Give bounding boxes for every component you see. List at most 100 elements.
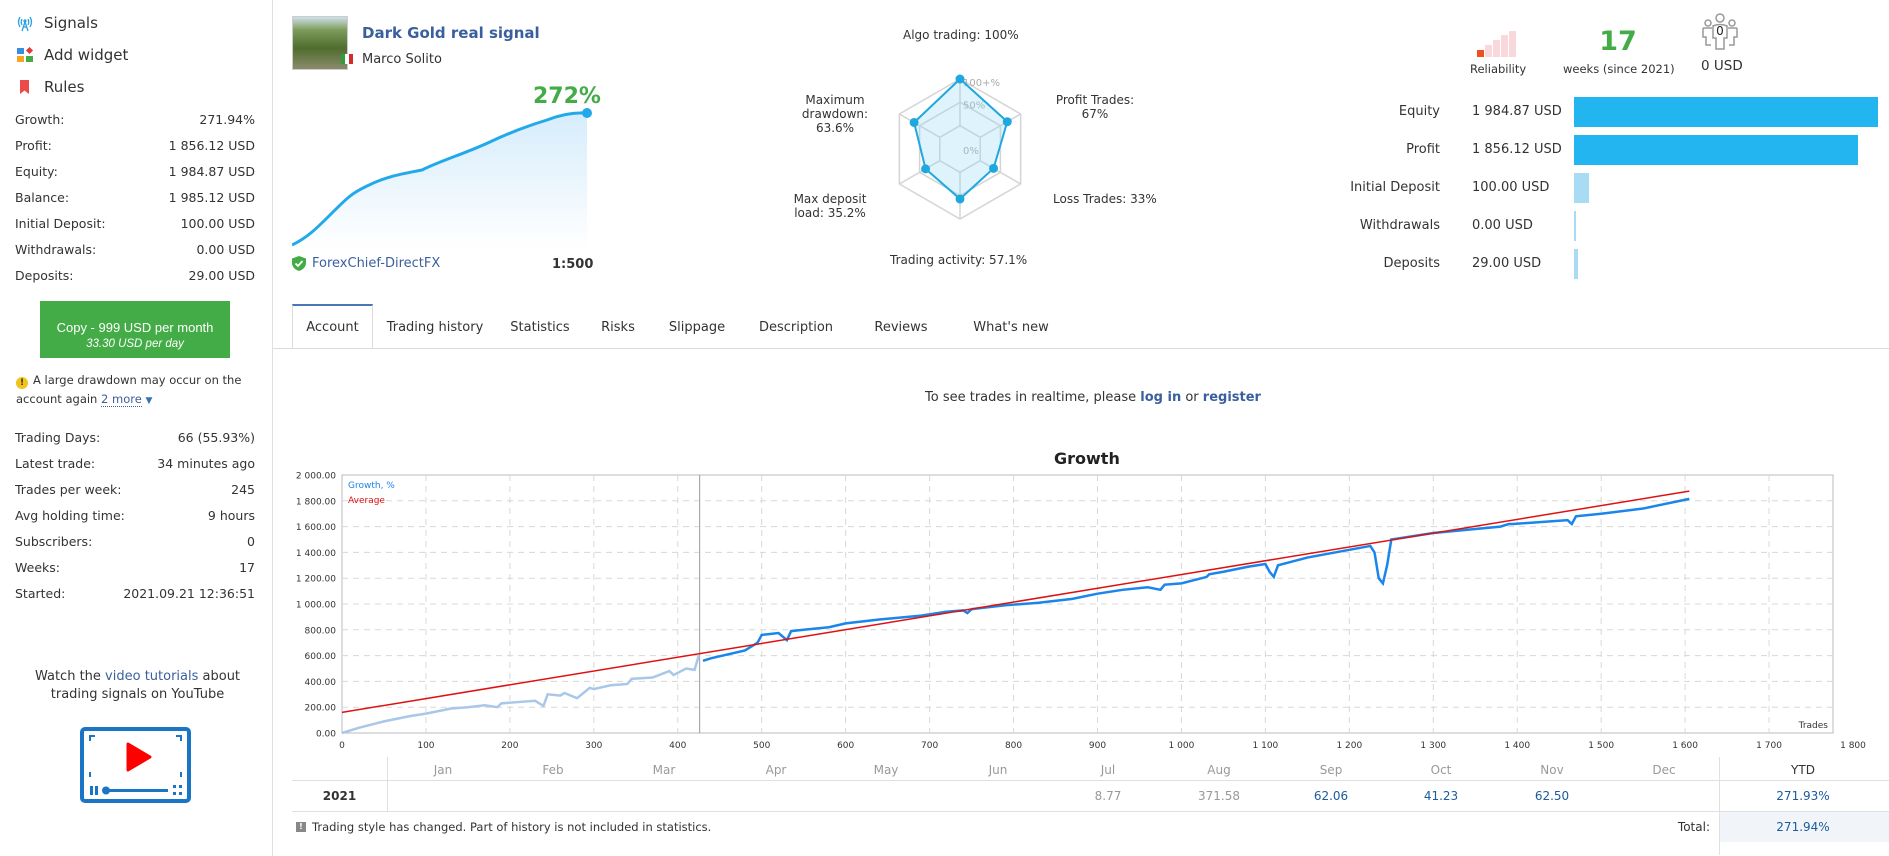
month-value: 62.50 xyxy=(1534,789,1570,803)
month-value: 62.06 xyxy=(1313,789,1349,803)
copy-price-monthly: Copy - 999 USD per month xyxy=(56,320,214,335)
author-avatar[interactable] xyxy=(292,16,348,70)
tab-trading-history[interactable]: Trading history xyxy=(386,320,484,335)
more-warnings-link[interactable]: 2 more xyxy=(101,392,142,407)
nav-label: Add widget xyxy=(44,46,129,64)
radar-spoke xyxy=(979,113,1021,138)
bar-fill xyxy=(1574,249,1579,279)
history-note: ! Trading style has changed. Part of his… xyxy=(296,820,711,834)
y-tick-label: 400.00 xyxy=(305,678,337,688)
radar-label-deposit-line2: load: 35.2% xyxy=(794,206,866,220)
y-tick-label: 1 200.00 xyxy=(296,575,336,585)
x-tick-label: 200 xyxy=(501,741,518,751)
mini-chart-end-point xyxy=(582,108,592,118)
stat-label: Latest trade: xyxy=(15,456,96,471)
weeks-count: 17 xyxy=(1599,26,1637,57)
tab-risks[interactable]: Risks xyxy=(601,320,635,335)
stat-row: Equity: 1 984.87 USD xyxy=(15,164,255,182)
tab-slippage[interactable]: Slippage xyxy=(668,320,726,335)
nav-signals[interactable]: Signals xyxy=(16,12,98,34)
month-header: Feb xyxy=(542,763,564,777)
youtube-video-icon[interactable] xyxy=(80,727,191,803)
radar-label-deposit-line1: Max deposit xyxy=(793,192,867,206)
bar-fill xyxy=(1574,97,1878,127)
total-cell-bg xyxy=(1720,812,1889,842)
sidebar: Signals Add widget Rules Growth: 271.94% P… xyxy=(0,0,273,856)
subscribers-count: 0 xyxy=(1716,24,1724,38)
bar-fill xyxy=(1574,173,1590,203)
stat-label: Growth: xyxy=(15,112,65,127)
radar-label-loss: Loss Trades: 33% xyxy=(1053,192,1157,206)
tab-account[interactable]: Account xyxy=(292,304,373,348)
x-tick-label: 1 400 xyxy=(1504,741,1530,751)
nav-add-widget[interactable]: Add widget xyxy=(16,44,128,66)
mini-growth-chart xyxy=(292,108,592,250)
month-header: Nov xyxy=(1540,763,1564,777)
x-tick-label: 1 500 xyxy=(1588,741,1614,751)
stat-row: Weeks: 17 xyxy=(15,560,255,578)
y-tick-label: 200.00 xyxy=(305,704,337,714)
x-tick-label: 100 xyxy=(417,741,434,751)
total-value: 271.94% xyxy=(1776,820,1830,834)
widget-grid-icon xyxy=(16,46,34,64)
italy-flag-icon xyxy=(341,54,353,64)
leverage: 1:500 xyxy=(552,257,594,272)
verified-shield-icon xyxy=(292,256,306,271)
reliability-bar xyxy=(1493,40,1500,57)
tab-statistics[interactable]: Statistics xyxy=(510,320,570,335)
bar-value: 100.00 USD xyxy=(1472,180,1550,195)
average-series-line xyxy=(341,490,1690,714)
radar-chart: 100+% 50% 0% xyxy=(898,74,1022,220)
stat-value: 100.00 USD xyxy=(180,216,255,231)
x-tick-label: 1 700 xyxy=(1756,741,1782,751)
stat-row: Withdrawals: 0.00 USD xyxy=(15,242,255,260)
x-tick-label: 700 xyxy=(921,741,938,751)
y-tick-label: 2 000.00 xyxy=(296,472,336,482)
video-tutorials-link[interactable]: video tutorials xyxy=(105,669,199,684)
nav-rules[interactable]: Rules xyxy=(16,76,84,98)
table-divider xyxy=(1719,757,1720,855)
stat-row: Trades per week: 245 xyxy=(15,482,255,500)
month-value: 371.58 xyxy=(1198,789,1240,803)
month-header: Oct xyxy=(1430,763,1452,777)
radar-spoke xyxy=(899,113,941,138)
realtime-or: or xyxy=(1181,390,1203,405)
month-header: Jun xyxy=(988,763,1008,777)
reliability-bars-icon xyxy=(1477,31,1516,57)
y-tick-label: 1 400.00 xyxy=(296,549,336,559)
login-link[interactable]: log in xyxy=(1140,390,1182,405)
tab-reviews[interactable]: Reviews xyxy=(874,320,928,335)
stat-value: 17 xyxy=(239,560,255,575)
month-header: Dec xyxy=(1652,763,1676,777)
x-tick-label: 600 xyxy=(837,741,854,751)
radar-point xyxy=(1002,117,1012,127)
register-link[interactable]: register xyxy=(1202,390,1261,405)
nav-label: Rules xyxy=(44,78,85,96)
stat-label: Withdrawals: xyxy=(15,242,97,257)
nav-label: Signals xyxy=(44,14,98,32)
broker-link[interactable]: ForexChief-DirectFX xyxy=(292,256,440,271)
reliability-bar xyxy=(1509,31,1516,57)
radar-point xyxy=(955,74,965,84)
radar-point xyxy=(989,163,999,173)
stat-row: Initial Deposit: 100.00 USD xyxy=(15,216,255,234)
stat-value: 0.00 USD xyxy=(196,242,255,257)
tab-description[interactable]: Description xyxy=(758,320,834,335)
copy-subscribe-button[interactable]: Copy - 999 USD per month 33.30 USD per d… xyxy=(40,301,230,358)
x-axis-label: Trades xyxy=(1798,721,1829,731)
signal-author[interactable]: Marco Solito xyxy=(362,52,442,67)
tab-what-s-new[interactable]: What's new xyxy=(973,320,1049,335)
y-tick-label: 1 000.00 xyxy=(296,601,336,611)
chevron-down-icon[interactable]: ▼ xyxy=(145,396,153,406)
month-header: Apr xyxy=(765,763,787,777)
table-divider xyxy=(387,757,388,811)
reliability-bar xyxy=(1501,35,1508,57)
stat-value: 1 985.12 USD xyxy=(168,190,255,205)
table-divider xyxy=(292,811,1889,812)
y-tick-label: 1 600.00 xyxy=(296,523,336,533)
signal-title[interactable]: Dark Gold real signal xyxy=(362,24,540,42)
x-tick-label: 1 600 xyxy=(1672,741,1698,751)
reliability-bar xyxy=(1477,50,1484,57)
bar-fill xyxy=(1574,211,1576,241)
info-icon: ! xyxy=(296,822,306,832)
